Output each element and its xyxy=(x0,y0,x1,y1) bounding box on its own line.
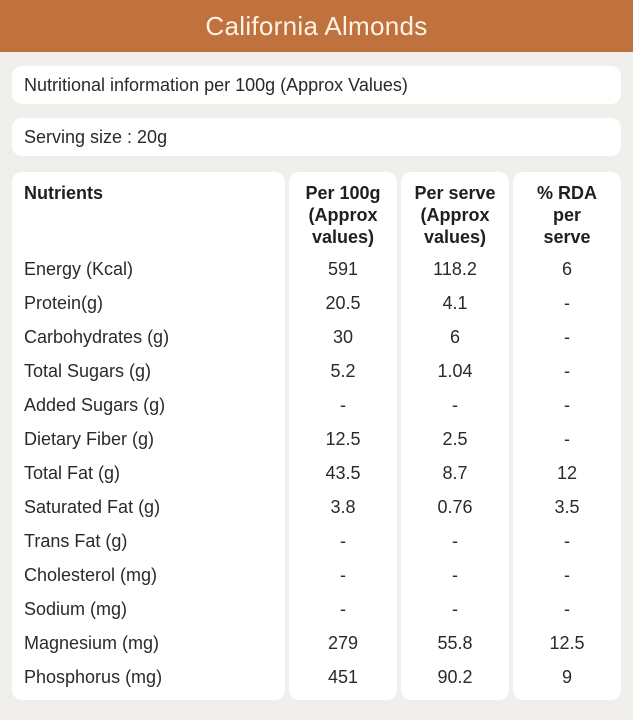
nutrient-name-cell: Phosphorus (mg) xyxy=(24,666,163,687)
rda-value-cell: - xyxy=(564,326,570,347)
per-100g-value-cell: 279 xyxy=(327,632,359,653)
rda-value-cell: - xyxy=(564,292,570,313)
nutrition-table: Nutrients Energy (Kcal) Protein(g) Carbohy… xyxy=(12,172,621,700)
per-serve-value-cell: 55.8 xyxy=(437,632,473,653)
per-100g-value-cell: 3.8 xyxy=(330,496,356,517)
rda-value-cell: 12.5 xyxy=(549,632,585,653)
nutrient-name-cell: Dietary Fiber (g) xyxy=(24,428,155,449)
page-title: California Almonds xyxy=(205,10,428,41)
column-header-per-100g: Per 100g (Approx values) xyxy=(305,183,381,247)
nutrient-name-cell: Saturated Fat (g) xyxy=(24,496,161,517)
nutrient-name-cell: Magnesium (mg) xyxy=(24,632,160,653)
rda-value-cell: 3.5 xyxy=(554,496,580,517)
rda-value-cell: 6 xyxy=(561,258,572,279)
column-body-per-serve: 118.2 4.1 6 1.04 - 2.5 8.7 0.76 - - - 55.8 90.2 xyxy=(401,252,509,694)
nutrient-name-cell: Added Sugars (g) xyxy=(24,394,166,415)
nutrition-info-label: Nutritional information per 100g (Approx… xyxy=(24,74,408,95)
per-100g-value-cell: 30 xyxy=(332,326,354,347)
column-body-per-100g: 591 20.5 30 5.2 - 12.5 43.5 3.8 - - - 279 451 xyxy=(289,252,397,694)
per-100g-value-cell: 20.5 xyxy=(325,292,361,313)
per-100g-value-cell: - xyxy=(340,394,346,415)
per-100g-value-cell: 5.2 xyxy=(330,360,356,381)
per-100g-value-cell: 591 xyxy=(327,258,359,279)
column-header-nutrients: Nutrients xyxy=(24,183,104,203)
per-serve-value-cell: 118.2 xyxy=(433,258,477,279)
rda-value-cell: - xyxy=(564,564,570,585)
rda-value-cell: - xyxy=(564,428,570,449)
column-header-rda: % RDA per serve xyxy=(536,183,597,247)
per-serve-value-cell: 90.2 xyxy=(437,666,473,687)
app-header: California Almonds xyxy=(0,0,633,52)
per-100g-value-cell: - xyxy=(340,564,346,585)
nutrient-name-cell: Protein(g) xyxy=(24,292,104,313)
per-serve-value-cell: 1.04 xyxy=(437,360,473,381)
column-header-per-serve: Per serve (Approx values) xyxy=(414,183,496,247)
per-serve-value-cell: - xyxy=(452,564,458,585)
rda-value-cell: - xyxy=(564,394,570,415)
per-100g-value-cell: - xyxy=(340,530,346,551)
rda-value-cell: - xyxy=(564,598,570,619)
serving-size-bar: Serving size : 20g xyxy=(12,118,621,156)
column-per-100g: Per 100g (Approx values) 591 20.5 30 5.2 - 12… xyxy=(289,172,397,700)
nutrition-info-bar: Nutritional information per 100g (Approx… xyxy=(12,66,621,104)
nutrient-name-cell: Cholesterol (mg) xyxy=(24,564,158,585)
per-serve-value-cell: 0.76 xyxy=(437,496,473,517)
nutrient-name-cell: Energy (Kcal) xyxy=(24,258,134,279)
nutrient-name-cell: Carbohydrates (g) xyxy=(24,326,170,347)
per-100g-value-cell: 12.5 xyxy=(325,428,361,449)
per-serve-value-cell: 6 xyxy=(449,326,460,347)
column-rda: % RDA per serve 6 - - - - - 12 3.5 - - - 12.5 9 xyxy=(513,172,621,700)
per-100g-value-cell: - xyxy=(340,598,346,619)
nutrient-name-cell: Total Sugars (g) xyxy=(24,360,152,381)
per-serve-value-cell: - xyxy=(452,394,458,415)
column-body-nutrients: Energy (Kcal) Protein(g) Carbohydrates (g)… xyxy=(12,252,285,694)
rda-value-cell: - xyxy=(564,530,570,551)
nutrient-name-cell: Sodium (mg) xyxy=(24,598,128,619)
column-body-rda: 6 - - - - - 12 3.5 - - - 12.5 9 xyxy=(513,252,621,694)
nutrient-name-cell: Total Fat (g) xyxy=(24,462,121,483)
column-per-serve: Per serve (Approx values) 118.2 4.1 6 1.04 -… xyxy=(401,172,509,700)
per-serve-value-cell: - xyxy=(452,530,458,551)
per-100g-value-cell: 451 xyxy=(327,666,359,687)
serving-size-label: Serving size : 20g xyxy=(24,126,168,147)
rda-value-cell: 9 xyxy=(561,666,572,687)
per-serve-value-cell: 4.1 xyxy=(442,292,468,313)
column-nutrients: Nutrients Energy (Kcal) Protein(g) Carbohy… xyxy=(12,172,285,700)
per-serve-value-cell: 8.7 xyxy=(442,462,468,483)
per-serve-value-cell: 2.5 xyxy=(442,428,468,449)
per-serve-value-cell: - xyxy=(452,598,458,619)
nutrient-name-cell: Trans Fat (g) xyxy=(24,530,128,551)
per-100g-value-cell: 43.5 xyxy=(325,462,361,483)
rda-value-cell: - xyxy=(564,360,570,381)
rda-value-cell: 12 xyxy=(556,462,578,483)
